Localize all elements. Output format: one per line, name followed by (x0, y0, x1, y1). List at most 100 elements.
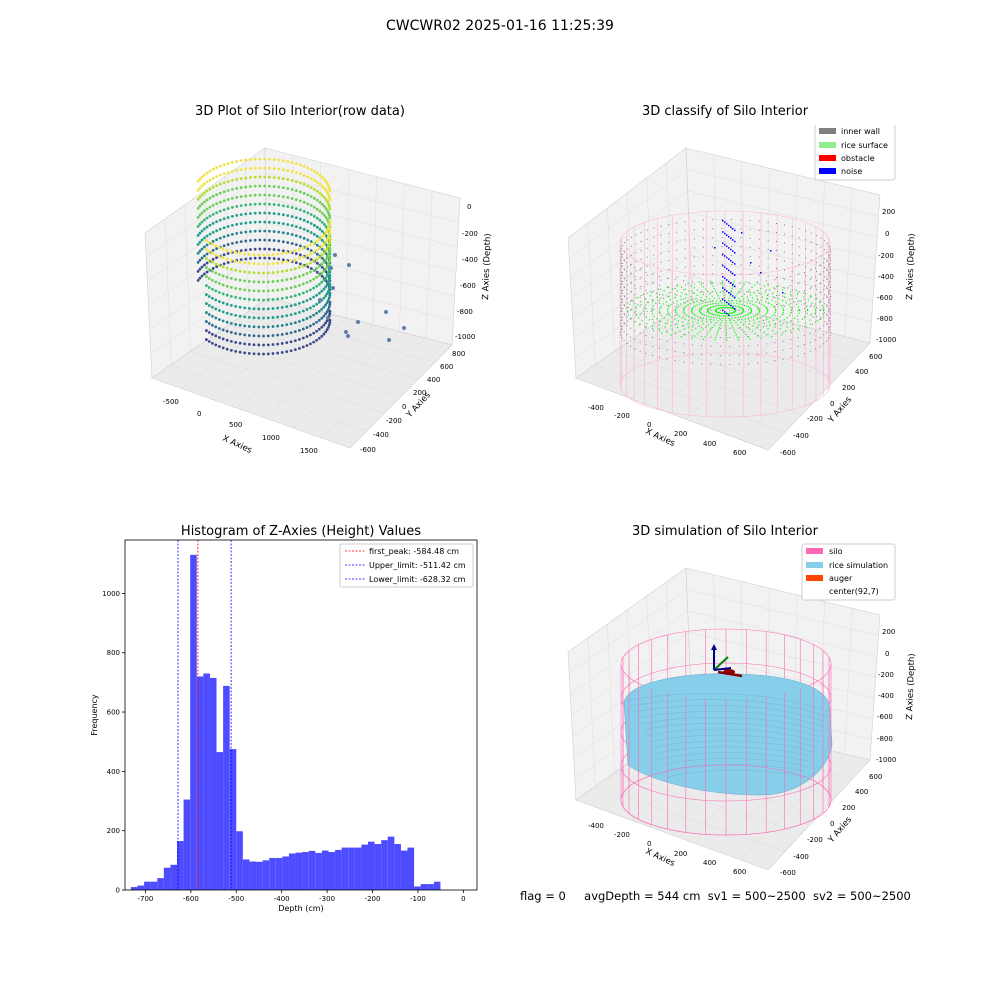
raw-z-axis-label: Z Axies (Depth) (481, 233, 493, 300)
sim-z-tick-2: -200 (878, 671, 894, 679)
cls-y-tick-6: 600 (869, 353, 882, 361)
cls-y-tick-4: 200 (842, 384, 855, 392)
cls-z-tick-2: -200 (878, 252, 894, 260)
legend-swatch-inner-wall (819, 128, 836, 134)
raw-y-tick-3: 0 (402, 403, 406, 411)
histogram-bar (150, 881, 158, 890)
histogram-bar (321, 850, 329, 890)
figure-suptitle: CWCWR02 2025-01-16 11:25:39 (386, 18, 614, 34)
histogram-bar (414, 886, 421, 890)
legend-rice-surface: rice surface (841, 141, 888, 150)
raw-x-tick-1: 0 (197, 410, 201, 418)
histogram-x-tick-2: -500 (228, 895, 244, 903)
histogram-axes-frame (124, 539, 478, 891)
cls-y-tick-2: -200 (807, 415, 823, 423)
histogram-bar (144, 881, 151, 890)
raw-y-tick-7: 800 (452, 350, 465, 358)
histogram-bar (229, 749, 237, 890)
legend-swatch-auger (806, 575, 823, 581)
histogram-bar (157, 878, 164, 890)
histogram-bar (308, 850, 316, 890)
raw-z-tick-2: -400 (462, 256, 478, 264)
histogram-x-tick-7: 0 (461, 895, 465, 903)
simulation-rice-surface (623, 673, 833, 796)
raw-plot-title: 3D Plot of Silo Interior(row data) (195, 104, 405, 119)
histogram-bar (341, 847, 349, 890)
cls-z-tick-4: -600 (877, 294, 893, 302)
histogram-y-tick-4: 800 (107, 649, 120, 657)
histogram-bar (196, 676, 204, 890)
histogram-bar (249, 861, 257, 890)
sim-y-tick-0: -600 (780, 869, 796, 877)
cls-z-tick-6: -1000 (876, 336, 896, 344)
histogram-threshold-lines (177, 540, 232, 890)
cls-y-tick-0: -600 (780, 449, 796, 457)
histogram-bars (130, 554, 441, 890)
histogram-bar (361, 844, 368, 890)
histogram-bar (137, 885, 145, 890)
histogram-bar (302, 852, 309, 890)
histogram-x-tick-1: -600 (183, 895, 199, 903)
cls-z-axis-label: Z Axies (Depth) (905, 233, 917, 300)
histogram-bar (130, 887, 138, 890)
histogram-x-tick-4: -300 (319, 895, 335, 903)
classify-legend: inner wall rice surface obstacle noise (814, 125, 896, 181)
raw-z-tick-4: -800 (457, 308, 473, 316)
sim-x-tick-5: 600 (733, 868, 746, 876)
raw-x-tick-3: 1000 (262, 434, 280, 442)
sim-y-tick-2: -200 (807, 836, 823, 844)
legend-noise: noise (841, 167, 862, 176)
cls-z-tick-1: 0 (885, 230, 889, 238)
histogram-y-tick-2: 400 (107, 768, 120, 776)
cls-z-tick-5: -800 (877, 315, 893, 323)
cls-x-axis-label: X Axies (644, 427, 677, 450)
legend-first-peak: first_peak: -584.48 cm (369, 547, 459, 556)
sim-x-tick-3: 200 (674, 850, 687, 858)
simulation-silo-wireframe (620, 664, 832, 836)
histogram-bar (367, 841, 375, 890)
sim-x-tick-2: 0 (647, 840, 651, 848)
histogram-bar (170, 864, 178, 890)
cls-x-tick-1: -200 (614, 412, 630, 420)
histogram-bar (315, 852, 322, 890)
simulation-plot-title: 3D simulation of Silo Interior (632, 524, 818, 539)
histogram-bar (420, 884, 428, 890)
histogram-chart: -700 -600 -500 -400 -300 -200 -100 0 0 200 400 600… (90, 539, 478, 913)
histogram-bar (381, 840, 388, 890)
raw-z-tick-0: 0 (467, 203, 471, 211)
histogram-bar (374, 844, 382, 890)
cls-x-tick-5: 600 (733, 449, 746, 457)
simulation-3d-plot: -400 -200 0 200 400 600 -600 -400 -200 0… (567, 543, 917, 877)
simulation-legend: silo rice simulation auger center(92,7) (801, 543, 896, 601)
legend-inner-wall: inner wall (841, 127, 880, 136)
histogram-x-tick-6: -100 (410, 895, 426, 903)
sim-z-tick-1: 0 (885, 650, 889, 658)
sim-z-tick-4: -600 (877, 713, 893, 721)
raw-y-tick-0: -600 (360, 446, 376, 454)
sim-z-tick-6: -1000 (876, 756, 896, 764)
raw-y-tick-1: -400 (373, 431, 389, 439)
simulation-auger (711, 644, 743, 678)
histogram-bar (223, 685, 230, 890)
histogram-y-tick-3: 600 (107, 709, 120, 717)
legend-swatch-rice-simulation (806, 562, 823, 568)
cls-y-tick-3: 0 (830, 400, 834, 408)
sim-x-tick-1: -200 (614, 831, 630, 839)
legend-swatch-rice-surface (819, 142, 836, 148)
histogram-bar (433, 881, 441, 890)
sim-x-tick-0: -400 (588, 822, 604, 830)
histogram-bar (288, 853, 296, 890)
histogram-y-tick-0: 0 (116, 887, 120, 895)
histogram-x-label: Depth (cm) (278, 904, 323, 913)
histogram-bar (242, 859, 250, 890)
raw-y-tick-5: 400 (427, 376, 440, 384)
histogram-bar (295, 852, 303, 890)
histogram-y-tick-5: 1000 (102, 590, 120, 598)
cls-z-tick-0: 200 (882, 208, 895, 216)
classify-3d-plot: -400 -200 0 200 400 600 -600 -400 -200 0… (567, 125, 917, 457)
classify-plot-title: 3D classify of Silo Interior (641, 104, 809, 119)
sim-y-tick-6: 600 (869, 773, 882, 781)
sim-y-tick-4: 200 (842, 804, 855, 812)
sim-x-axis-label: X Axies (644, 847, 677, 870)
sim-z-tick-5: -800 (877, 735, 893, 743)
